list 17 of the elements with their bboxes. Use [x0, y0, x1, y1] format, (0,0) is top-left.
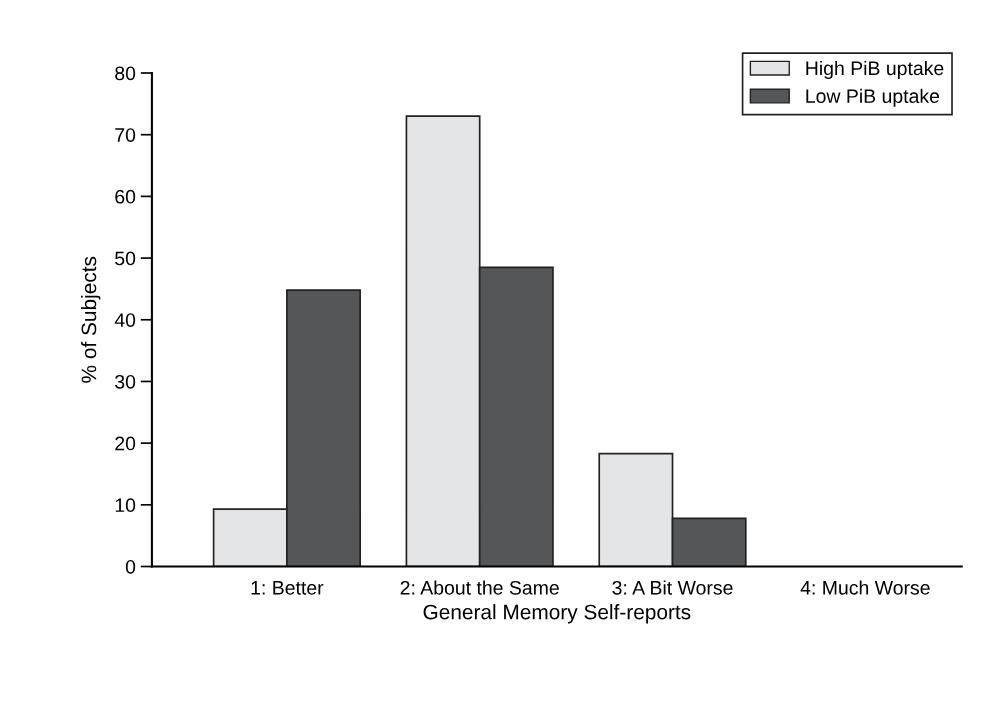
x-tick-label: 3: A Bit Worse — [612, 580, 733, 595]
y-tick-label: 0 — [125, 559, 136, 574]
y-tick-label: 50 — [115, 251, 136, 266]
y-tick-label: 40 — [114, 313, 136, 327]
y-tick-label: 10 — [115, 498, 136, 513]
x-tick-label: 4: Much Worse — [800, 580, 930, 595]
y-tick-label: 70 — [115, 128, 136, 142]
y-tick-label: 30 — [115, 374, 136, 389]
legend-label: High PiB uptake — [806, 60, 944, 80]
y-tick-label: 20 — [115, 436, 136, 451]
x-axis-title: General Memory Self-reports — [423, 604, 691, 624]
y-axis-title: % of Subjects — [81, 256, 101, 383]
y-tick-label: 80 — [115, 66, 136, 81]
x-tick-label: 2: About the Same — [400, 580, 559, 595]
legend-label: Low PiB uptake — [806, 88, 940, 107]
x-tick-label: 1: Better — [251, 581, 324, 595]
y-tick-label: 60 — [115, 189, 136, 204]
